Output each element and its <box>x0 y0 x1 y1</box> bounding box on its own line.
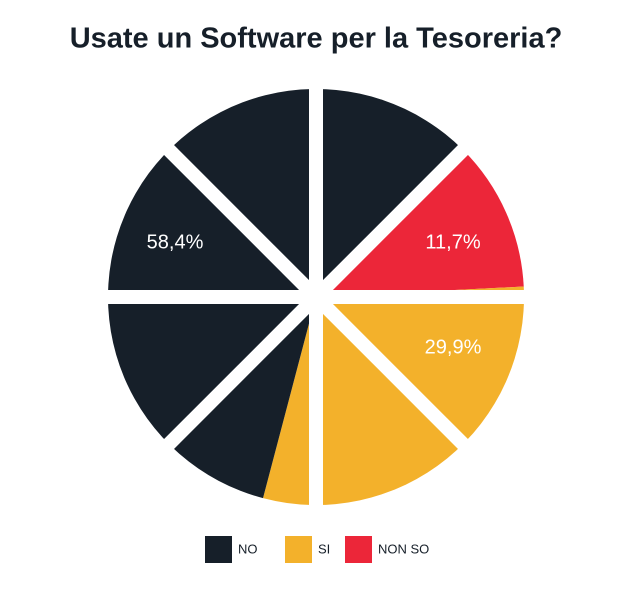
legend-swatch <box>285 536 312 563</box>
value-label: 11,7% <box>425 231 480 253</box>
divider <box>311 141 472 302</box>
chart-title: Usate un Software per la Tesoreria? <box>70 23 563 55</box>
pie-slice <box>263 286 524 505</box>
divider <box>311 292 472 453</box>
divider <box>160 141 321 302</box>
legend-swatch <box>345 536 372 563</box>
legend-label: NO <box>238 541 258 556</box>
legend-swatch <box>205 536 232 563</box>
value-label: 58,4% <box>147 231 204 253</box>
legend-label: NON SO <box>378 541 429 556</box>
pie-slice <box>316 149 524 297</box>
center-gap <box>300 281 332 313</box>
divider <box>160 292 321 453</box>
pie-dividers <box>103 84 529 510</box>
value-label: 29,9% <box>425 336 482 358</box>
value-labels: 58,4% 29,9% 11,7% <box>147 231 482 358</box>
legend-label: SI <box>318 541 330 556</box>
legend: NO SI NON SO <box>205 536 429 563</box>
